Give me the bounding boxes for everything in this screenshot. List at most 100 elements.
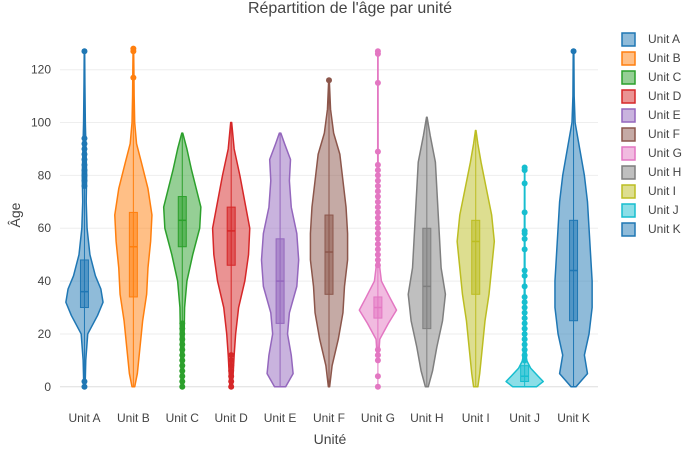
outlier-point xyxy=(374,352,381,359)
outlier-point xyxy=(179,336,186,343)
outlier-point xyxy=(521,352,528,359)
outlier-point xyxy=(81,167,88,174)
violin-unit-f[interactable] xyxy=(309,77,349,388)
outlier-point xyxy=(374,241,381,248)
outlier-point xyxy=(81,140,88,147)
violin-unit-i[interactable] xyxy=(456,129,496,388)
plot-area[interactable] xyxy=(65,45,593,390)
legend-swatch xyxy=(621,108,636,123)
outlier-point xyxy=(521,336,528,343)
legend-label: Unit C xyxy=(648,70,682,84)
outlier-point xyxy=(179,357,186,364)
y-tick-label: 100 xyxy=(31,116,51,130)
x-tick-label: Unit I xyxy=(462,411,490,425)
outlier-point xyxy=(179,330,186,337)
violin-unit-j[interactable] xyxy=(505,164,544,388)
legend-item[interactable]: Unit H xyxy=(621,165,681,180)
outlier-point xyxy=(130,45,137,52)
x-tick-label: Unit D xyxy=(215,411,249,425)
violin-unit-a[interactable] xyxy=(65,48,104,390)
outlier-point xyxy=(374,172,381,179)
outlier-point xyxy=(374,235,381,242)
x-tick-label: Unit J xyxy=(509,411,540,425)
x-tick-label: Unit F xyxy=(313,411,345,425)
y-tick-label: 80 xyxy=(38,168,52,182)
legend-swatch xyxy=(621,51,636,66)
violin-unit-e[interactable] xyxy=(260,132,300,388)
box xyxy=(520,365,530,383)
outlier-point xyxy=(374,182,381,189)
outlier-point xyxy=(374,346,381,353)
box xyxy=(226,206,236,266)
y-tick-label: 40 xyxy=(38,274,52,288)
violin-unit-d[interactable] xyxy=(211,121,251,390)
violin-unit-h[interactable] xyxy=(407,116,447,388)
outlier-point xyxy=(179,383,186,390)
legend-item[interactable]: Unit D xyxy=(621,89,682,104)
outlier-point xyxy=(521,227,528,234)
outlier-point xyxy=(521,180,528,187)
outlier-point xyxy=(228,367,235,374)
outlier-point xyxy=(179,373,186,380)
outlier-point xyxy=(374,383,381,390)
x-tick-label: Unit G xyxy=(361,411,395,425)
legend-label: Unit E xyxy=(648,108,681,122)
outlier-point xyxy=(374,79,381,86)
legend-item[interactable]: Unit E xyxy=(621,108,681,123)
legend-swatch xyxy=(621,32,636,47)
legend-item[interactable]: Unit J xyxy=(621,203,679,218)
box xyxy=(471,219,481,295)
outlier-point xyxy=(374,230,381,237)
y-tick-label: 60 xyxy=(38,221,52,235)
legend-item[interactable]: Unit I xyxy=(621,184,676,199)
legend-item[interactable]: Unit B xyxy=(621,51,681,66)
outlier-point xyxy=(326,77,332,84)
outlier-point xyxy=(521,320,528,327)
outlier-point xyxy=(521,283,528,290)
outlier-point xyxy=(374,251,381,258)
box xyxy=(324,214,334,295)
outlier-point xyxy=(228,357,235,364)
x-axis-title: Unité xyxy=(314,431,347,447)
legend-item[interactable]: Unit C xyxy=(621,70,682,85)
legend-label: Unit K xyxy=(648,222,681,236)
outlier-point xyxy=(179,325,186,332)
outlier-point xyxy=(228,378,235,385)
violin-unit-c[interactable] xyxy=(162,132,202,390)
legend-label: Unit B xyxy=(648,51,681,65)
y-axis-title: Âge xyxy=(7,202,23,227)
y-tick-label: 120 xyxy=(31,63,51,77)
outlier-point xyxy=(228,373,235,380)
outlier-point xyxy=(374,193,381,200)
outlier-point xyxy=(228,383,235,390)
box xyxy=(79,259,89,309)
chart-title: Répartition de l'âge par unité xyxy=(248,0,452,17)
outlier-point xyxy=(179,320,186,327)
legend[interactable]: Unit A Unit B Unit C Unit D Unit E Unit F Unit… xyxy=(621,32,682,237)
x-tick-label: Unit K xyxy=(557,411,590,425)
outlier-point xyxy=(374,177,381,184)
outlier-point xyxy=(81,161,88,168)
outlier-point xyxy=(374,219,381,226)
outlier-point xyxy=(374,161,381,168)
violin-unit-g[interactable] xyxy=(358,48,398,390)
outlier-point xyxy=(521,267,528,274)
legend-item[interactable]: Unit A xyxy=(621,32,680,47)
outlier-point xyxy=(81,182,88,189)
box xyxy=(422,227,432,330)
outlier-point xyxy=(521,235,528,242)
legend-item[interactable]: Unit F xyxy=(621,127,680,142)
x-tick-label: Unit A xyxy=(68,411,100,425)
violin-unit-k[interactable] xyxy=(554,48,593,388)
legend-swatch xyxy=(621,184,636,199)
legend-item[interactable]: Unit G xyxy=(621,146,682,161)
violin-unit-b[interactable] xyxy=(114,45,153,388)
outlier-point xyxy=(81,156,88,163)
outlier-point xyxy=(81,48,88,55)
outlier-point xyxy=(228,352,235,359)
outlier-point xyxy=(81,177,88,184)
legend-label: Unit F xyxy=(648,127,680,141)
legend-item[interactable]: Unit K xyxy=(621,222,681,237)
outlier-point xyxy=(374,188,381,195)
